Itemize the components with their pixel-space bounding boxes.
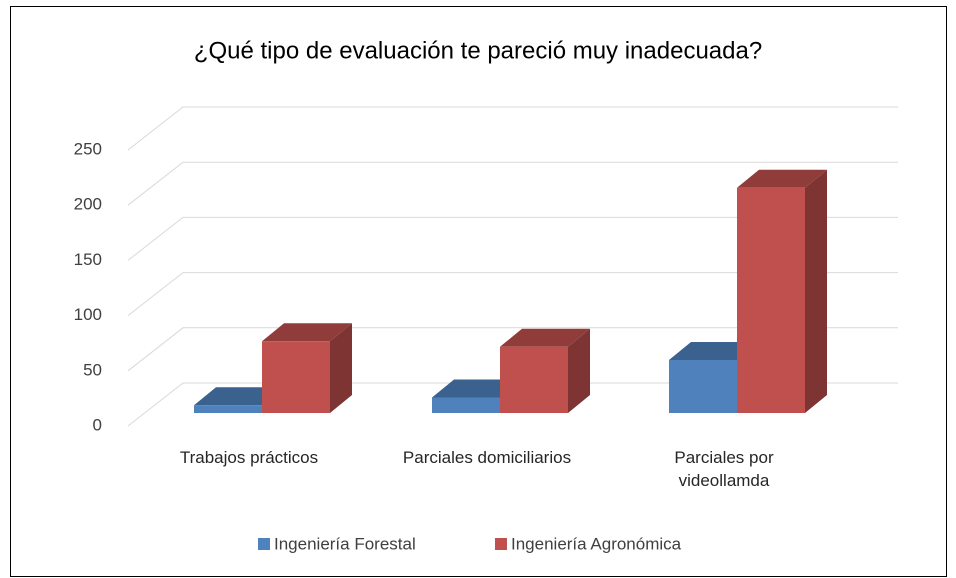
y-tick-label: 100 [74, 305, 102, 324]
grid-line [127, 272, 898, 316]
y-tick-label: 0 [93, 415, 102, 434]
y-tick-label: 200 [74, 195, 102, 214]
x-tick-label: Trabajos prácticos [179, 448, 319, 467]
bar-top [432, 379, 522, 398]
bar-side [330, 323, 352, 413]
bar-top [669, 342, 759, 361]
bar-front [432, 397, 500, 413]
legend-label: Ingeniería Forestal [274, 534, 416, 553]
bar-top [500, 328, 590, 347]
bar [262, 323, 352, 413]
grid-line [127, 106, 898, 151]
x-tick-label: Parciales domiciliarios [402, 448, 572, 467]
legend-swatch [258, 538, 270, 550]
bar-top [737, 169, 827, 188]
bar-front [500, 346, 568, 413]
bar [737, 169, 827, 413]
bar-side [805, 169, 827, 413]
bar-front [194, 405, 262, 413]
grid-line [127, 382, 898, 427]
bar-front [669, 360, 737, 413]
grid-line [127, 327, 898, 372]
bar-front [737, 187, 805, 413]
bar-front [262, 341, 330, 413]
bar-side [568, 328, 590, 413]
grid-line [127, 216, 898, 261]
y-tick-label: 250 [74, 139, 102, 158]
bar-top [194, 387, 284, 406]
y-tick-label: 50 [83, 360, 102, 379]
chart-title: ¿Qué tipo de evaluación te pareció muy i… [194, 37, 762, 64]
bar [500, 328, 590, 413]
legend-label: Ingeniería Agronómica [511, 534, 682, 553]
legend-swatch [495, 538, 507, 550]
y-tick-label: 150 [74, 250, 102, 269]
bar-top [262, 323, 352, 342]
x-tick-label: Parciales por videollamda [674, 448, 774, 490]
grid-line [127, 161, 898, 206]
